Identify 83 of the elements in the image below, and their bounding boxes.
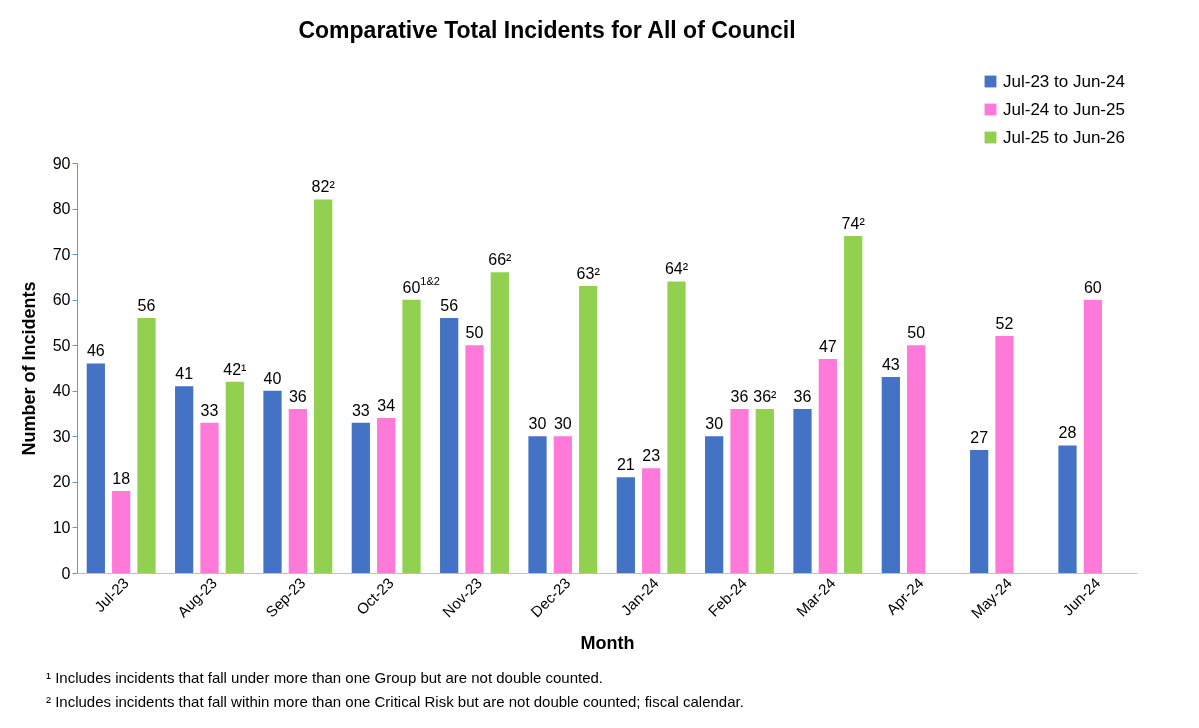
data-label: 56	[440, 296, 459, 314]
bar	[263, 390, 282, 573]
data-label: 30	[528, 415, 547, 433]
bar	[175, 386, 194, 573]
data-label: 34	[377, 397, 396, 415]
data-label: 50	[907, 324, 926, 342]
bar	[465, 345, 484, 573]
bar	[490, 272, 509, 573]
y-tick-label: 90	[52, 154, 71, 172]
bar	[995, 336, 1014, 573]
data-label: 36²	[753, 388, 778, 405]
data-label: 60	[1083, 278, 1102, 296]
data-label: 40	[263, 369, 282, 387]
y-tick-label: 30	[52, 427, 71, 445]
bar	[1058, 445, 1077, 573]
bar	[970, 450, 989, 573]
chart-title: Comparative Total Incidents for All of Council	[298, 17, 796, 43]
data-label: 50	[465, 324, 484, 342]
bar	[907, 345, 926, 573]
data-label: 82²	[311, 178, 336, 196]
y-tick-label: 0	[61, 564, 71, 582]
y-tick-label: 40	[52, 382, 71, 400]
legend-label: Jul-24 to Jun-25	[1003, 99, 1125, 119]
legend-label: Jul-25 to Jun-26	[1003, 127, 1125, 147]
data-label: 36	[793, 388, 812, 405]
y-tick-label: 70	[52, 245, 71, 263]
bar	[137, 317, 156, 573]
bar	[528, 436, 547, 573]
bar	[553, 436, 572, 573]
bar	[288, 409, 307, 573]
y-tick-label: 50	[52, 336, 71, 354]
legend-label: Jul-23 to Jun-24	[1003, 71, 1125, 91]
bar	[755, 409, 774, 573]
bar	[440, 317, 459, 573]
bar	[616, 477, 635, 573]
data-label: 64²	[664, 260, 689, 278]
bar	[793, 409, 812, 573]
data-label: 63²	[576, 265, 601, 282]
data-label: 30	[705, 415, 724, 433]
data-label: 47	[818, 337, 837, 355]
data-label: 23	[642, 447, 661, 465]
y-axis-title: Number of Incidents	[18, 281, 39, 456]
bar	[705, 436, 724, 573]
data-label: 56	[137, 296, 156, 314]
bar	[200, 422, 219, 573]
bar	[818, 358, 837, 573]
x-axis-title: Month	[580, 633, 635, 654]
bar	[579, 286, 598, 573]
bar	[86, 363, 105, 573]
data-label: 33	[200, 401, 219, 419]
bar	[1083, 299, 1102, 573]
data-label: 33	[351, 401, 370, 419]
bar	[225, 381, 244, 573]
data-label: 36	[730, 388, 749, 405]
bar	[314, 199, 333, 573]
data-label: 27	[970, 429, 989, 446]
data-label: 43	[881, 356, 900, 374]
data-label: 41	[175, 365, 194, 383]
bar	[667, 281, 686, 573]
data-label: 52	[995, 315, 1014, 333]
bar	[881, 377, 900, 573]
text: ¹ Includes incidents that fall under more than one Group but are not double counted.	[46, 668, 605, 688]
data-label: 74²	[841, 214, 866, 232]
data-label: 36	[288, 388, 307, 405]
y-tick-label: 60	[52, 291, 71, 309]
bar	[402, 299, 421, 573]
bar	[351, 422, 370, 573]
y-tick-label: 20	[52, 473, 71, 491]
data-label: 28	[1058, 424, 1077, 442]
y-tick-label: 10	[52, 518, 71, 536]
data-label: 18	[112, 470, 131, 487]
data-label: 66²	[488, 251, 513, 269]
data-label: 42¹	[223, 360, 247, 378]
data-label: 46	[86, 342, 105, 360]
text: ² Includes incidents that fall within more than one Critical Risk but are not double counted; fiscal calendar.	[46, 692, 745, 712]
data-label: 30	[553, 415, 572, 433]
bar	[844, 235, 863, 573]
bar	[377, 418, 396, 573]
y-tick-label: 80	[52, 200, 71, 218]
bar	[730, 409, 749, 573]
bar	[642, 468, 661, 573]
bar	[112, 491, 131, 573]
data-label: 21	[616, 456, 635, 474]
